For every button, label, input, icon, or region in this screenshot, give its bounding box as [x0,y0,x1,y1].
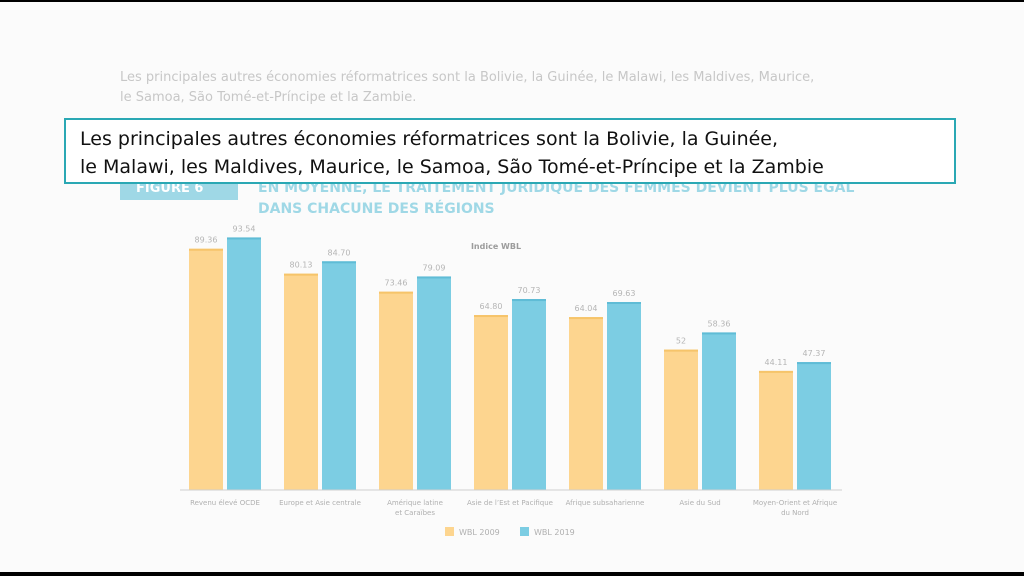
bar-top-edge [664,349,698,352]
caption-line-1: Les principales autres économies réforma… [80,128,779,150]
bar-top-edge [759,370,793,373]
subtitle-caption: Les principales autres économies réforma… [64,118,956,184]
data-label: 47.37 [803,349,826,358]
x-tick-label: Revenu élevé OCDE [190,499,260,507]
chart-title: Indice WBL [471,242,521,251]
legend: WBL 2009 WBL 2019 [445,527,575,537]
bar-2009-3 [474,315,508,490]
x-tick-label: Asie de l’Est et Pacifique [467,499,553,507]
x-tick-label: Asie du Sud [679,499,720,507]
legend-label: WBL 2019 [534,528,575,537]
bar-2019-6 [797,362,831,490]
bar-top-edge [322,261,356,264]
bar-2009-5 [664,349,698,490]
bar-top-edge [569,317,603,320]
bar-2019-2 [417,276,451,490]
x-tick-label: Afrique subsaharienne [566,499,645,507]
x-tick-label: Moyen-Orient et Afrique [753,499,837,507]
bar-2009-0 [189,248,223,490]
figure-title: EN MOYENNE, LE TRAITEMENT JURIDIQUE DES … [258,178,898,220]
data-label: 79.09 [423,263,446,272]
data-label: 73.46 [385,279,408,288]
data-label: 64.80 [480,302,503,311]
data-label: 70.73 [518,286,541,295]
bar-2009-2 [379,291,413,490]
x-axis-labels: Revenu élevé OCDE Europe et Asie centrale… [190,499,837,517]
bar-2009-4 [569,317,603,490]
data-label: 69.63 [613,289,636,298]
data-label: 44.11 [765,358,788,367]
bar-2019-4 [607,301,641,490]
bar-top-edge [189,248,223,251]
data-label: 52 [676,337,686,346]
bar-2009-1 [284,273,318,490]
bar-top-edge [474,315,508,318]
bar-2009-6 [759,370,793,490]
legend-label: WBL 2009 [459,528,500,537]
bar-top-edge [512,299,546,302]
intro-line-1: Les principales autres économies réforma… [120,70,815,85]
legend-swatch [520,527,529,536]
x-tick-label: du Nord [781,509,809,517]
bar-top-edge [284,273,318,276]
data-label: 84.70 [328,248,351,257]
bar-2019-0 [227,237,261,490]
data-label: 93.54 [233,224,256,233]
bar-2019-1 [322,261,356,490]
intro-line-2: le Samoa, São Tomé-et-Príncipe et la Zam… [120,90,417,105]
bar-top-edge [702,332,736,335]
figure-title-line-1: EN MOYENNE, LE TRAITEMENT JURIDIQUE DES … [258,180,855,196]
data-label: 80.13 [290,261,313,270]
data-label: 89.36 [195,236,218,245]
intro-text: Les principales autres économies réforma… [120,68,920,108]
x-tick-label: Amérique latine [387,499,443,507]
bars-group: 89.36 93.54 80.13 84.70 73.46 79.09 64.80 70.73… [189,224,831,490]
bar-2019-3 [512,299,546,490]
legend-swatch [445,527,454,536]
x-tick-label: Europe et Asie centrale [279,499,361,507]
bar-2019-5 [702,332,736,490]
data-label: 58.36 [708,319,731,328]
bar-top-edge [227,237,261,240]
bar-top-edge [607,301,641,304]
figure-title-line-2: DANS CHACUNE DES RÉGIONS [258,201,495,217]
bar-top-edge [417,276,451,279]
bar-top-edge [797,362,831,365]
x-tick-label: et Caraïbes [395,509,435,517]
data-label: 64.04 [575,304,598,313]
bar-top-edge [379,291,413,294]
caption-line-2: le Malawi, les Maldives, Maurice, le Sam… [80,156,824,178]
